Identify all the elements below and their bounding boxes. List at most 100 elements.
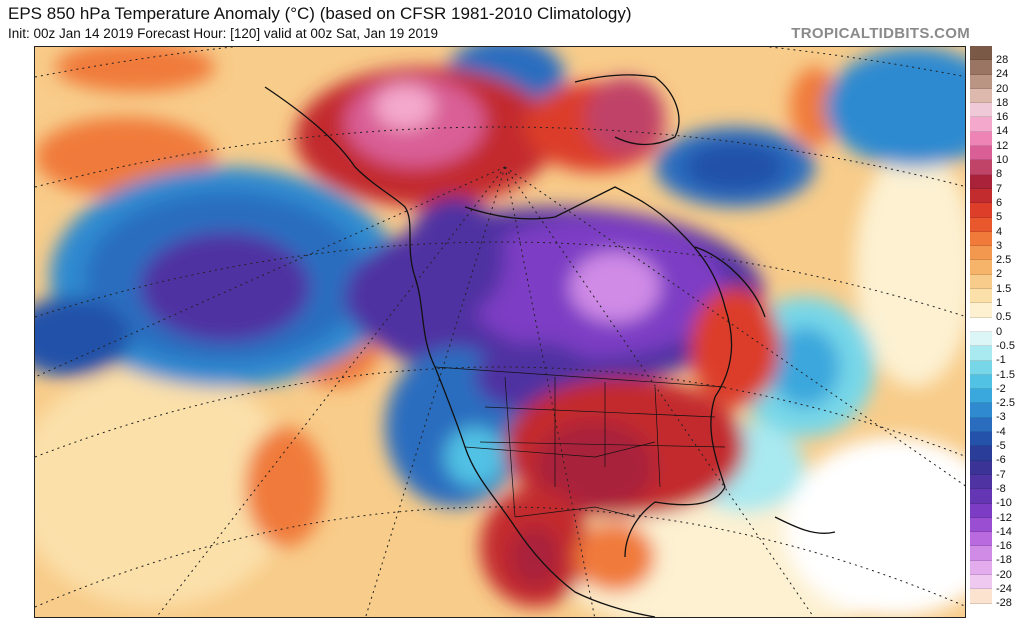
legend-label: -3 — [996, 411, 1006, 424]
legend-level: -3 — [970, 403, 1024, 423]
forecast-info: Init: 00z Jan 14 2019 Forecast Hour: [12… — [8, 26, 439, 41]
legend-label: 3 — [996, 239, 1003, 252]
legend-label: -10 — [996, 497, 1012, 510]
legend-swatch — [970, 146, 992, 161]
legend-level: 5 — [970, 203, 1024, 223]
legend-label: 0.5 — [996, 311, 1012, 324]
legend-swatch — [970, 546, 992, 561]
legend-swatch — [970, 560, 992, 575]
legend-label: -6 — [996, 454, 1006, 467]
legend-label: -1.5 — [996, 368, 1015, 381]
legend-level: -1.5 — [970, 360, 1024, 381]
legend-level: 0 — [970, 317, 1024, 338]
legend-level: -2 — [970, 374, 1024, 395]
legend-swatch — [970, 489, 992, 504]
legend-swatch — [970, 246, 992, 261]
legend-swatch — [970, 503, 992, 518]
legend-swatch — [970, 60, 992, 75]
legend-level: -6 — [970, 446, 1024, 466]
legend-label: -12 — [996, 511, 1012, 524]
legend-level: -12 — [970, 503, 1024, 524]
legend-swatch — [970, 188, 992, 204]
legend-level: -8 — [970, 474, 1024, 495]
legend-level: -18 — [970, 546, 1024, 566]
legend-level: 2.5 — [970, 246, 1024, 266]
legend-label: -20 — [996, 568, 1012, 581]
legend-swatch — [970, 46, 992, 61]
legend-label: 14 — [996, 125, 1009, 138]
legend-level: 7 — [970, 174, 1024, 195]
legend-label: 0 — [996, 325, 1003, 338]
legend-level: 2 — [970, 260, 1024, 280]
legend-swatch — [970, 203, 992, 218]
legend-swatch — [970, 417, 992, 433]
legend-swatch — [970, 331, 992, 347]
site-watermark[interactable]: TROPICALTIDBITS.COM — [791, 25, 970, 42]
legend-level: -14 — [970, 517, 1024, 538]
legend-swatch — [970, 460, 992, 475]
legend-label: -2.5 — [996, 397, 1015, 410]
legend-label: 12 — [996, 139, 1009, 152]
legend-level: -24 — [970, 574, 1024, 595]
legend-label: -5 — [996, 440, 1006, 453]
legend-label: -16 — [996, 540, 1012, 553]
legend-level: -2.5 — [970, 389, 1024, 409]
legend-label: 18 — [996, 96, 1009, 109]
legend-swatch — [970, 403, 992, 418]
legend-label: 5 — [996, 211, 1003, 224]
legend-level: 12 — [970, 131, 1024, 152]
legend-swatch — [970, 574, 992, 590]
legend-label: 1 — [996, 297, 1003, 310]
legend-level: 1.5 — [970, 274, 1024, 295]
legend-swatch — [970, 231, 992, 247]
legend-level: 14 — [970, 117, 1024, 137]
legend-level: 0.5 — [970, 303, 1024, 323]
color-legend: 28 24 20 18 16 14 12 10 8 7 6 5 4 3 2.5 2 1.5 1 0.5 0 -0.5 -1… — [970, 46, 1024, 609]
legend-level: -10 — [970, 489, 1024, 509]
legend-swatch — [970, 117, 992, 132]
legend-label: 28 — [996, 54, 1009, 66]
legend-label: 2 — [996, 268, 1003, 281]
legend-level: 20 — [970, 74, 1024, 95]
legend-level: -16 — [970, 532, 1024, 552]
legend-level: -5 — [970, 432, 1024, 452]
legend-label: 2.5 — [996, 254, 1012, 267]
legend-label: -4 — [996, 425, 1006, 438]
legend-swatch — [970, 446, 992, 461]
legend-label: -7 — [996, 468, 1006, 481]
legend-label: 24 — [996, 68, 1009, 81]
legend-level: 1 — [970, 289, 1024, 309]
legend-swatch — [970, 88, 992, 104]
legend-level: 4 — [970, 217, 1024, 238]
legend-level: 6 — [970, 188, 1024, 209]
legend-label: 20 — [996, 82, 1009, 95]
legend-label: 10 — [996, 154, 1009, 167]
legend-swatch — [970, 432, 992, 447]
borders — [434, 366, 726, 518]
legend-level: -4 — [970, 417, 1024, 438]
legend-swatch — [970, 103, 992, 118]
legend-label: 16 — [996, 111, 1009, 124]
legend-level: 16 — [970, 103, 1024, 123]
legend-label: -1 — [996, 354, 1006, 367]
legend-label: 7 — [996, 182, 1003, 195]
legend-level: 10 — [970, 146, 1024, 166]
legend-swatch — [970, 289, 992, 304]
legend-level: -20 — [970, 560, 1024, 581]
legend-swatch — [970, 131, 992, 147]
legend-swatch — [970, 303, 992, 318]
legend-swatch — [970, 260, 992, 275]
legend-swatch — [970, 217, 992, 232]
legend-swatch — [970, 346, 992, 361]
map-title: EPS 850 hPa Temperature Anomaly (°C) (ba… — [8, 4, 632, 23]
legend-swatch — [970, 589, 992, 604]
legend-label: -0.5 — [996, 339, 1015, 352]
legend-swatch — [970, 532, 992, 547]
legend-level: 8 — [970, 160, 1024, 180]
legend-label: 4 — [996, 225, 1003, 238]
legend-swatch — [970, 160, 992, 175]
anomaly-map — [34, 46, 966, 618]
legend-level: -7 — [970, 460, 1024, 481]
legend-swatch — [970, 360, 992, 375]
legend-level: -0.5 — [970, 331, 1024, 352]
